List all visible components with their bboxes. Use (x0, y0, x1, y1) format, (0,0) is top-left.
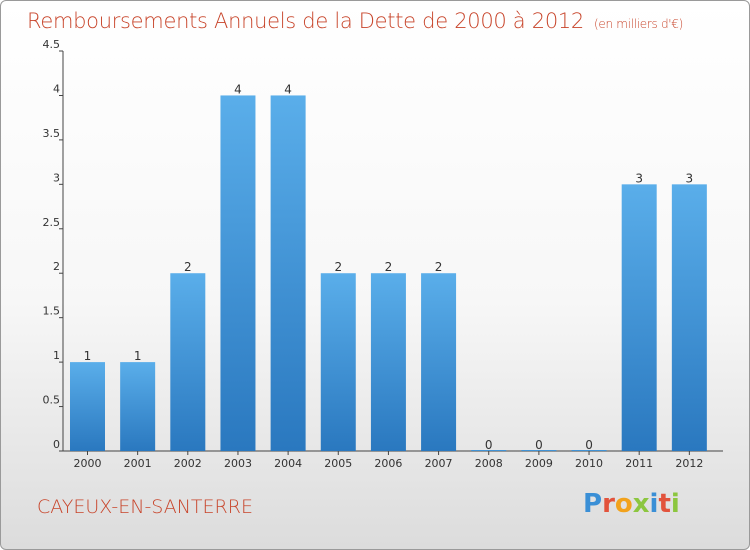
y-tick-label: 0 (53, 438, 60, 451)
bar (70, 362, 105, 451)
x-tick-label: 2012 (675, 457, 703, 470)
data-label: 2 (435, 260, 443, 274)
y-tick-label: 4.5 (43, 38, 61, 51)
y-tick-label: 3 (53, 171, 60, 184)
bar (320, 273, 356, 451)
logo-letter: i (649, 489, 659, 519)
bar (270, 95, 306, 451)
bar (521, 450, 557, 451)
logo-letter: t (658, 489, 671, 519)
bars (70, 95, 707, 452)
logo-letter: P (583, 489, 603, 519)
data-label: 3 (686, 171, 694, 185)
title-unit: (en milliers d'€) (594, 17, 684, 31)
data-label: 3 (635, 171, 643, 185)
data-label: 0 (535, 438, 543, 452)
data-label: 2 (184, 260, 192, 274)
y-tick-label: 3.5 (43, 127, 61, 140)
bar (170, 273, 206, 451)
commune-name: CAYEUX-EN-SANTERRE (37, 496, 253, 518)
x-tick-label: 2002 (174, 457, 202, 470)
x-tick-label: 2003 (224, 457, 252, 470)
logo-letter: i (670, 489, 680, 519)
bar (220, 95, 256, 451)
logo-letter: r (602, 489, 615, 519)
y-tick-label: 1.5 (43, 305, 61, 318)
bar (571, 450, 607, 451)
data-label: 4 (284, 82, 292, 96)
logo-letter: x (632, 489, 650, 519)
x-tick-label: 2000 (74, 457, 102, 470)
data-label: 4 (234, 82, 242, 96)
bar (471, 450, 507, 451)
bar (621, 184, 657, 452)
bar (120, 362, 156, 451)
bar (370, 273, 406, 451)
x-tick-label: 2007 (425, 457, 453, 470)
x-tick-label: 2006 (374, 457, 402, 470)
x-tick-label: 2010 (575, 457, 603, 470)
bar (671, 184, 707, 452)
y-tick-label: 4 (53, 82, 60, 95)
x-tick-label: 2008 (475, 457, 503, 470)
data-labels: 1 1 2 4 4 2 2 2 0 0 0 3 3 (84, 82, 693, 452)
y-tick-label: 2 (53, 260, 60, 273)
y-tick-label: 1 (53, 349, 60, 362)
logo-letter: o (614, 489, 633, 519)
x-tick-label: 2009 (525, 457, 553, 470)
data-label: 1 (84, 349, 92, 363)
y-tick-label: 2.5 (43, 216, 61, 229)
x-tick-label: 2005 (324, 457, 352, 470)
title-text: Remboursements Annuels de la Dette de 20… (27, 9, 584, 33)
data-label: 2 (334, 260, 342, 274)
proxiti-logo: Proxiti (583, 489, 680, 519)
bar (421, 273, 457, 451)
y-tick-label: 0.5 (43, 394, 61, 407)
x-tick-label: 2004 (274, 457, 302, 470)
data-label: 0 (485, 438, 493, 452)
x-tick-label: 2001 (124, 457, 152, 470)
data-label: 2 (385, 260, 393, 274)
data-label: 1 (134, 349, 142, 363)
data-label: 0 (585, 438, 593, 452)
x-tick-label: 2011 (625, 457, 653, 470)
chart-title: Remboursements Annuels de la Dette de 20… (27, 9, 683, 33)
